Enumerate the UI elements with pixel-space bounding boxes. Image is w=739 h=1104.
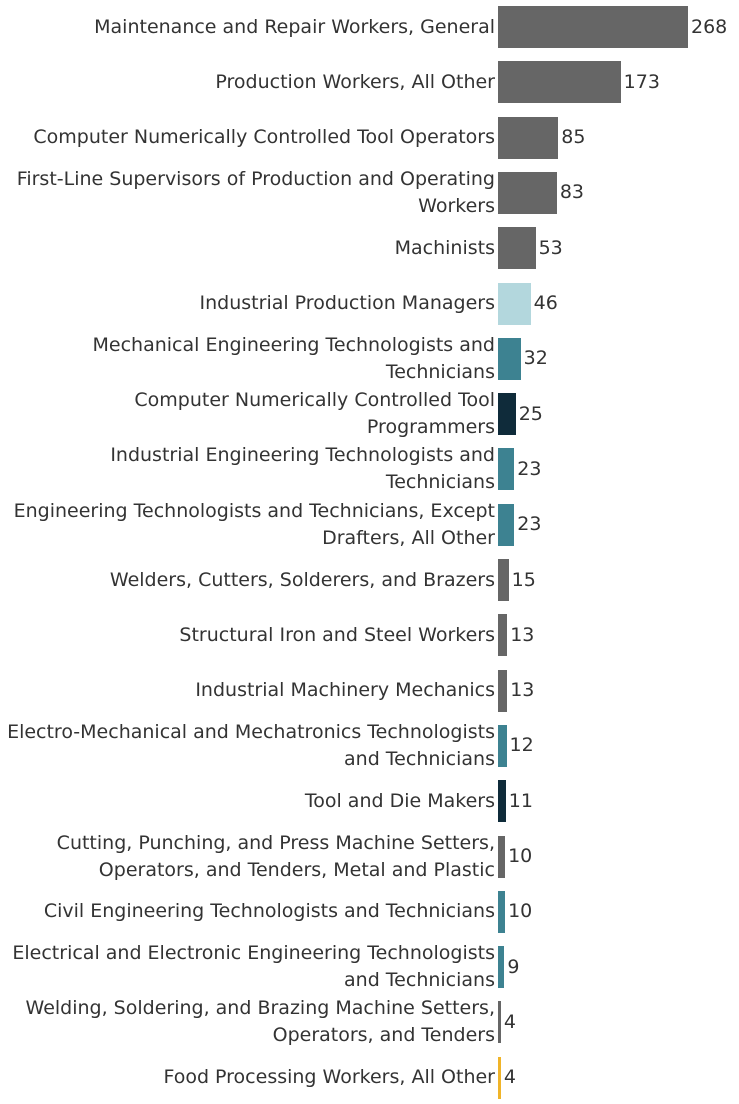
bar: [498, 669, 508, 712]
bar: [498, 6, 688, 48]
category-label: Machinists: [394, 236, 495, 259]
category-label: Food Processing Workers, All Other: [163, 1066, 495, 1089]
category-label: First-Line Supervisors of Production and…: [16, 167, 495, 217]
bar: [498, 559, 509, 601]
value-label: 4: [503, 1066, 516, 1089]
bar: [498, 227, 536, 270]
category-label: Electrical and Electronic Engineering Te…: [12, 942, 495, 992]
bar: [498, 946, 505, 989]
bar: [498, 1056, 501, 1099]
bar: [498, 337, 521, 380]
category-label: Engineering Technologists and Technician…: [13, 499, 495, 549]
category-label: Computer Numerically Controlled Tool Pro…: [134, 389, 495, 439]
category-label: Production Workers, All Other: [215, 70, 495, 93]
value-label: 13: [510, 623, 535, 646]
category-label: Industrial Engineering Technologists and…: [110, 444, 495, 494]
category-label: Maintenance and Repair Workers, General: [94, 15, 495, 38]
value-label: 268: [691, 15, 728, 38]
value-label: 83: [559, 181, 585, 204]
bar: [498, 614, 508, 657]
bar: [498, 890, 506, 933]
value-label: 10: [508, 900, 533, 923]
value-label: 85: [561, 126, 586, 149]
category-label: Tool and Die Makers: [304, 789, 495, 812]
category-label: Civil Engineering Technologists and Tech…: [43, 900, 495, 923]
category-label: Mechanical Engineering Technologists and…: [92, 333, 495, 383]
value-label: 12: [509, 734, 534, 757]
value-label: 15: [511, 568, 536, 591]
value-label: 25: [518, 402, 543, 425]
bar: [498, 835, 506, 878]
value-label: 4: [503, 1010, 516, 1033]
category-label: Industrial Production Managers: [199, 292, 495, 314]
category-label: Cutting, Punching, and Press Machine Set…: [56, 831, 495, 881]
value-label: 46: [533, 292, 558, 314]
bar: [498, 61, 621, 104]
bar: [498, 282, 531, 325]
category-label: Industrial Machinery Mechanics: [195, 679, 495, 702]
category-label: Welding, Soldering, and Brazing Machine …: [25, 997, 495, 1047]
value-label: 23: [517, 457, 542, 480]
value-label: 173: [623, 70, 660, 93]
value-label: 23: [517, 513, 542, 536]
value-label: 9: [507, 955, 520, 978]
bar: [498, 724, 507, 767]
bar: [498, 393, 516, 436]
value-label: 10: [508, 845, 533, 867]
category-label: Electro-Mechanical and Mechatronics Tech…: [7, 720, 495, 770]
bar: [498, 1001, 501, 1044]
bar: [498, 448, 515, 491]
category-label: Structural Iron and Steel Workers: [179, 623, 495, 646]
value-label: 11: [508, 789, 533, 812]
value-label: 53: [538, 236, 563, 259]
bar: [498, 171, 557, 214]
bar: [498, 503, 515, 546]
category-label: Welders, Cutters, Solderers, and Brazers: [109, 568, 495, 591]
value-label: 13: [510, 679, 535, 702]
category-label: Computer Numerically Controlled Tool Ope…: [33, 126, 495, 149]
bar: [498, 116, 559, 159]
value-label: 32: [523, 347, 548, 370]
bar: [498, 780, 506, 823]
